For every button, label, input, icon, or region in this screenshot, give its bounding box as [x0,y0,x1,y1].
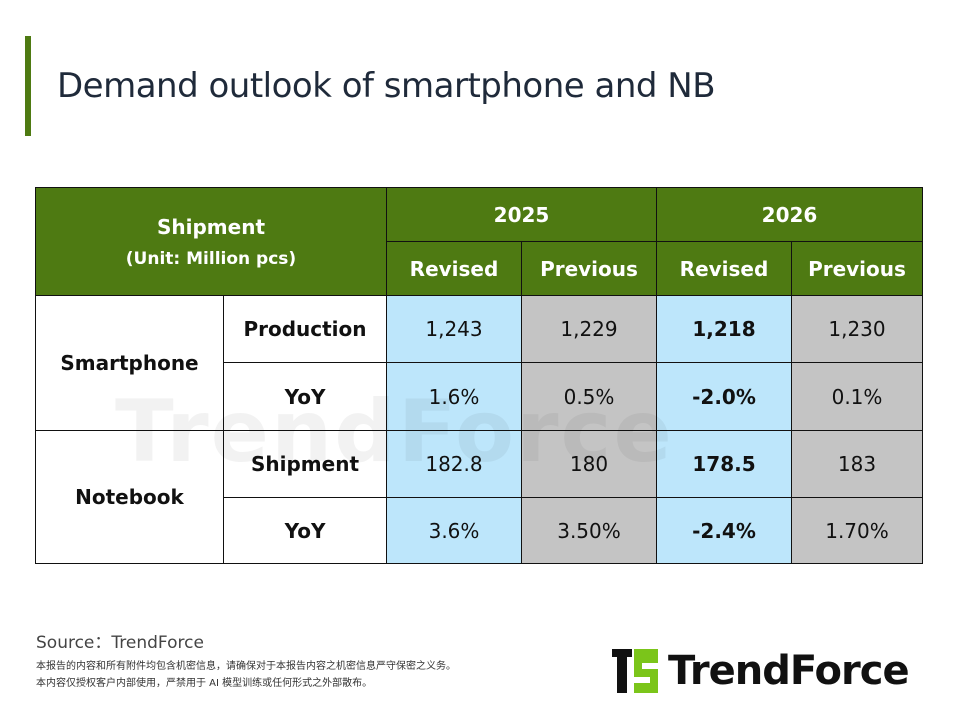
page-title: Demand outlook of smartphone and NB [57,66,716,106]
disclaimer-line: 本内容仅授权客户内部使用，严禁用于 AI 模型训练或任何形式之外部散布。 [36,678,373,689]
logo-text: TrendForce [668,648,910,694]
subheader-revised: Revised [386,241,522,296]
cell-value: 3.6% [386,497,522,564]
year-header-2026: 2026 [656,187,923,242]
cell-value: 178.5 [656,430,792,498]
cell-value: 1,230 [791,295,923,363]
trendforce-logo: TrendForce [612,648,910,694]
cell-value: 180 [521,430,657,498]
demand-outlook-table: Shipment (Unit: Million pcs) 2025 2026 R… [35,187,923,564]
metric-label: YoY [223,362,387,431]
title-accent-bar [25,36,31,136]
disclaimer-line: 本报告的内容和所有附件均包含机密信息，请确保对于本报告内容之机密信息严守保密之义… [36,661,456,672]
cell-value: -2.4% [656,497,792,564]
group-label-notebook: Notebook [35,430,224,564]
cell-value: 0.5% [521,362,657,431]
cell-value: 1,218 [656,295,792,363]
cell-value: -2.0% [656,362,792,431]
table-row: YoY 1.6% 0.5% -2.0% 0.1% [36,362,923,431]
table-row: YoY 3.6% 3.50% -2.4% 1.70% [36,497,923,564]
cell-value: 0.1% [791,362,923,431]
cell-value: 183 [791,430,923,498]
metric-label: Production [223,295,387,363]
cell-value: 1,229 [521,295,657,363]
year-header-2025: 2025 [386,187,657,242]
table-row: Notebook Shipment 182.8 180 178.5 183 [35,430,923,564]
metric-label: YoY [223,497,387,564]
cell-value: 3.50% [521,497,657,564]
subheader-revised: Revised [656,241,792,296]
subheader-previous: Previous [791,241,923,296]
table-corner-header: Shipment (Unit: Million pcs) [35,187,387,296]
metric-label: Shipment [223,430,387,498]
source-note: Source：TrendForce [36,633,204,653]
cell-value: 1.70% [791,497,923,564]
cell-value: 1,243 [386,295,522,363]
table-row: Smartphone Production 1,243 1,229 1,218 … [35,295,923,431]
cell-value: 182.8 [386,430,522,498]
cell-value: 1.6% [386,362,522,431]
subheader-previous: Previous [521,241,657,296]
trendforce-logo-mark-icon [612,649,660,693]
corner-unit: (Unit: Million pcs) [125,248,297,269]
corner-title: Shipment [156,214,266,239]
group-label-smartphone: Smartphone [35,295,224,431]
